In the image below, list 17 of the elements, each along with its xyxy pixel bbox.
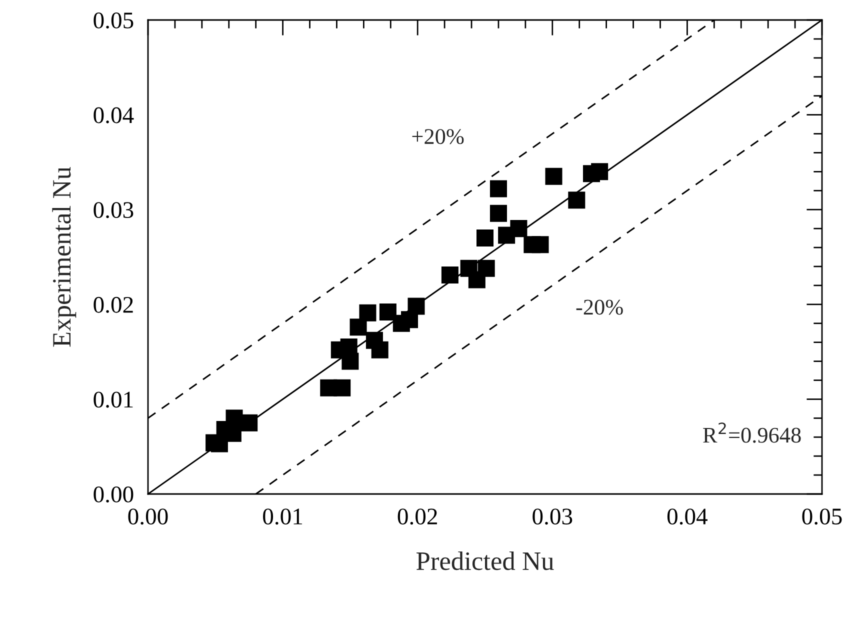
x-tick-label: 0.04 [667,508,708,525]
x-axis-title: Predicted Nu [416,552,554,570]
annotation: R$^{2}$=0.9648 [703,422,801,443]
y-tick-label: 0.03 [94,202,134,218]
y-axis-title: Experimental Nu [52,166,76,347]
annotation: +20% [412,129,464,144]
y-tick-label: 0.00 [94,486,134,503]
y-tick-label: 0.05 [94,12,134,29]
x-tick-label: 0.03 [532,508,572,525]
y-tick-label: 0.04 [94,107,134,124]
y-tick-label: 0.02 [94,296,133,313]
x-tick-label: 0.01 [263,508,302,525]
y-tick-label: 0.01 [94,392,133,408]
x-tick-label: 0.05 [802,508,842,525]
annotation: -20% [576,300,623,315]
x-tick-label: 0.02 [398,508,437,525]
x-tick-label: 0.00 [128,508,168,525]
